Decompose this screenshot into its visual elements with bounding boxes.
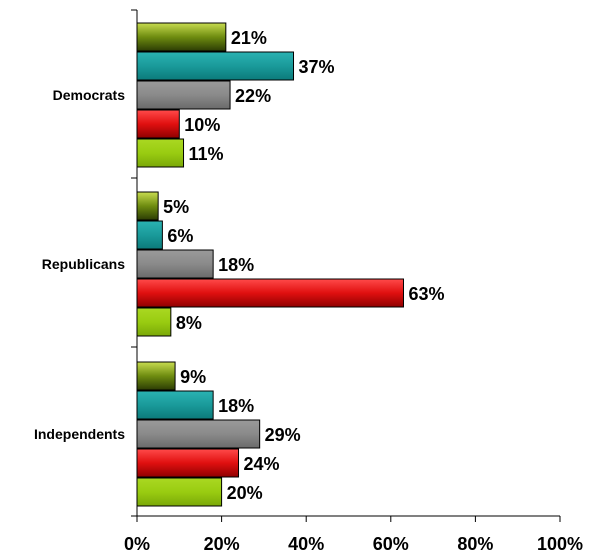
x-tick-label: 40% bbox=[288, 534, 324, 554]
bar bbox=[136, 419, 261, 449]
data-label: 18% bbox=[218, 396, 254, 416]
data-label: 5% bbox=[163, 197, 189, 217]
data-label: 9% bbox=[180, 367, 206, 387]
bar bbox=[136, 80, 231, 110]
bar bbox=[136, 220, 163, 250]
category-label: Democrats bbox=[53, 87, 126, 103]
data-label: 29% bbox=[265, 425, 301, 445]
x-tick-label: 60% bbox=[373, 534, 409, 554]
bar bbox=[136, 109, 180, 139]
labels: 0% 20% 40% 60% 80% 100% 21% 37% 22% 10% 11% Democra… bbox=[34, 28, 583, 554]
category-label: Republicans bbox=[42, 256, 125, 272]
bar bbox=[136, 361, 176, 391]
data-label: 18% bbox=[218, 255, 254, 275]
bar bbox=[136, 138, 185, 168]
bar bbox=[136, 448, 240, 478]
bar bbox=[136, 191, 159, 221]
data-label: 10% bbox=[184, 115, 220, 135]
x-tick-label: 80% bbox=[457, 534, 493, 554]
bar bbox=[136, 307, 172, 337]
data-label: 11% bbox=[189, 144, 224, 164]
x-tick-label: 0% bbox=[124, 534, 150, 554]
data-label: 20% bbox=[227, 483, 263, 503]
data-label: 8% bbox=[176, 313, 202, 333]
bar bbox=[136, 249, 214, 279]
bar bbox=[136, 477, 223, 507]
bar bbox=[136, 390, 214, 420]
data-label: 24% bbox=[244, 454, 280, 474]
data-label: 22% bbox=[235, 86, 271, 106]
data-label: 21% bbox=[231, 28, 267, 48]
x-tick-label: 100% bbox=[537, 534, 583, 554]
bar bbox=[136, 51, 295, 81]
x-tick-label: 20% bbox=[204, 534, 240, 554]
bar bbox=[136, 278, 404, 308]
category-label: Independents bbox=[34, 426, 125, 442]
bar bbox=[136, 22, 227, 52]
data-label: 6% bbox=[167, 226, 193, 246]
data-label: 63% bbox=[408, 284, 444, 304]
bars bbox=[136, 22, 404, 507]
data-label: 37% bbox=[299, 57, 335, 77]
